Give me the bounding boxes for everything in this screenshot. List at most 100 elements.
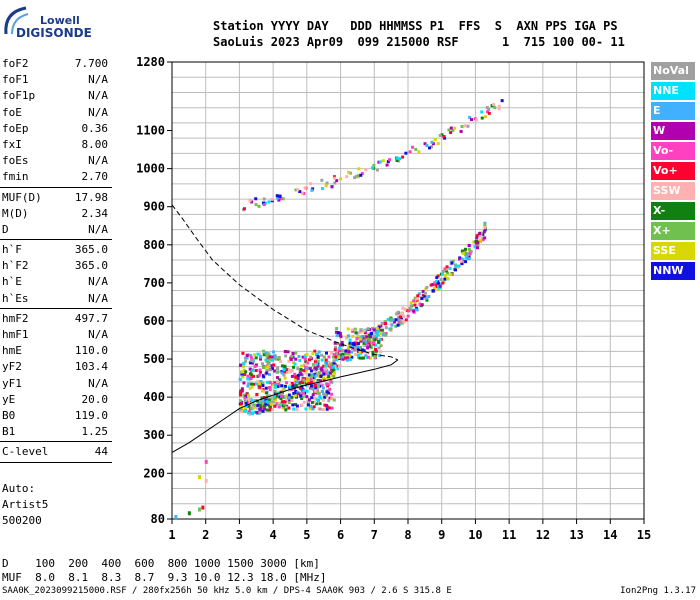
echo-point xyxy=(298,384,302,388)
echo-point xyxy=(324,358,328,362)
echo-point xyxy=(302,400,306,404)
echo-point xyxy=(320,358,324,362)
echo-point xyxy=(323,372,327,376)
echo-point xyxy=(270,407,274,411)
echo-point xyxy=(381,333,385,337)
param-value: 497.7 xyxy=(74,311,108,325)
echo-point xyxy=(398,322,402,326)
echo-point xyxy=(256,374,260,378)
echo-point xyxy=(402,320,406,324)
echo-point xyxy=(261,201,265,205)
echo-point xyxy=(497,104,501,108)
echo-point xyxy=(378,338,382,342)
echo-point xyxy=(258,368,262,372)
echo-point xyxy=(402,314,406,318)
echo-point xyxy=(304,407,308,411)
echo-point xyxy=(395,158,399,162)
echo-point xyxy=(372,328,376,332)
echo-point xyxy=(250,200,254,204)
echo-point xyxy=(436,142,440,146)
echo-point xyxy=(418,302,422,306)
echo-point xyxy=(275,376,279,380)
echo-point xyxy=(358,356,362,360)
echo-point xyxy=(273,383,277,387)
echo-point xyxy=(311,363,315,367)
echo-point xyxy=(347,334,351,338)
echo-point xyxy=(290,381,294,385)
echo-point xyxy=(346,347,350,351)
echo-point xyxy=(414,147,418,151)
echo-point xyxy=(255,410,259,414)
param-row: hmF1 N/A xyxy=(0,327,112,343)
echo-point xyxy=(353,176,357,180)
echo-point xyxy=(362,349,366,353)
echo-point xyxy=(415,297,419,301)
auto-code: 500200 xyxy=(2,514,42,527)
echo-point xyxy=(493,106,497,110)
echo-point xyxy=(328,396,332,400)
echo-point xyxy=(315,352,319,356)
echo-point xyxy=(437,284,441,288)
echo-point xyxy=(256,406,260,410)
echo-point xyxy=(394,318,398,322)
param-value: 103.4 xyxy=(74,360,108,374)
echo-point xyxy=(265,354,269,358)
echo-point xyxy=(301,395,305,399)
echo-point xyxy=(276,384,280,388)
muf-value-row: MUF 8.0 8.1 8.3 8.7 9.3 10.0 12.3 18.0 [… xyxy=(2,571,327,584)
echo-point xyxy=(261,400,265,404)
echo-point xyxy=(282,373,286,377)
echo-point xyxy=(315,362,319,366)
echo-point xyxy=(324,364,328,368)
echo-point xyxy=(314,374,318,378)
echo-point xyxy=(315,402,319,406)
echo-point xyxy=(333,341,337,345)
echo-point xyxy=(310,373,314,377)
echo-point xyxy=(381,159,385,163)
echo-point xyxy=(321,408,325,412)
echo-point xyxy=(439,282,443,286)
echo-point xyxy=(268,381,272,385)
param-value: N/A xyxy=(88,73,108,87)
echo-point xyxy=(311,393,315,397)
echo-point xyxy=(324,403,328,407)
echo-point xyxy=(299,372,303,376)
echo-point xyxy=(373,338,377,342)
echo-point xyxy=(332,365,336,369)
echo-point xyxy=(249,406,253,410)
echo-point xyxy=(438,286,442,290)
param-value: 1.25 xyxy=(81,425,109,439)
echo-point xyxy=(446,277,450,281)
param-name: hmF2 xyxy=(2,311,29,325)
echo-point xyxy=(278,392,282,396)
param-name: foE xyxy=(2,105,22,119)
echo-point xyxy=(255,392,259,396)
echo-point xyxy=(355,337,359,341)
echo-point xyxy=(249,359,253,363)
echo-point xyxy=(325,407,329,411)
echo-point xyxy=(349,345,353,349)
param-row: h`F 365.0 xyxy=(0,242,112,258)
echo-point xyxy=(358,337,362,341)
echo-point xyxy=(300,364,304,368)
echo-point xyxy=(433,138,437,142)
echo-point xyxy=(246,377,250,381)
echo-point xyxy=(477,240,481,244)
echo-point xyxy=(433,281,437,285)
echo-point xyxy=(332,368,336,372)
echo-point xyxy=(425,298,429,302)
x-tick-label: 2 xyxy=(202,528,209,542)
param-row: foF1p N/A xyxy=(0,88,112,104)
echo-point xyxy=(287,359,291,363)
echo-point xyxy=(497,107,501,111)
echo-point xyxy=(348,338,352,342)
echo-point xyxy=(348,341,352,345)
echo-point xyxy=(259,387,263,391)
echo-point xyxy=(318,402,322,406)
echo-point xyxy=(316,364,320,368)
echo-point xyxy=(330,373,334,377)
echo-point xyxy=(429,283,433,287)
echo-point xyxy=(243,396,247,400)
echo-point xyxy=(329,365,333,369)
echo-point xyxy=(291,403,295,407)
